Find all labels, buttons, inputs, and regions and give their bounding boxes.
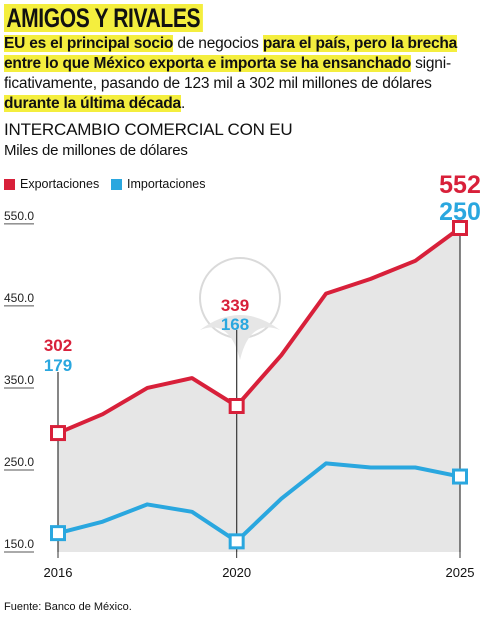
legend-swatch-exports <box>4 178 15 190</box>
imports-marker <box>50 525 66 542</box>
intro-text: signi-ficativamente, pasando de 123 mil … <box>4 55 451 92</box>
legend-label-exports: Exportaciones <box>20 177 100 191</box>
source-note: Fuente: Banco de México. <box>4 601 132 613</box>
callout-exports-value: 339 <box>221 296 249 315</box>
watermark-emblem <box>200 315 280 360</box>
x-tick-label: 2025 <box>446 565 475 580</box>
y-tick-label: 550.0 <box>4 209 34 223</box>
exports-marker <box>452 220 468 236</box>
legend-swatch-imports <box>111 178 122 190</box>
chart-subtitle: Miles de millones de dólares <box>4 142 188 159</box>
legend-label-imports: Importaciones <box>127 177 206 191</box>
callout-exports-value: 302 <box>44 336 72 355</box>
y-tick-label: 350.0 <box>4 373 34 387</box>
x-tick-label: 2016 <box>44 565 73 580</box>
exports-marker <box>228 397 245 414</box>
intro-text: de negocios <box>173 35 263 52</box>
exports-marker <box>50 425 66 442</box>
callout-imports-value: 250 <box>439 198 481 226</box>
y-tick-label: 250.0 <box>4 455 34 469</box>
intro-paragraph: EU es el principal socio de negocios par… <box>4 34 478 114</box>
intro-highlight: durante la última década <box>4 95 181 112</box>
imports-marker <box>228 533 245 550</box>
x-tick-label: 2020 <box>222 565 251 580</box>
imports-marker <box>452 468 468 485</box>
headline: AMIGOS Y RIVALES <box>4 4 203 32</box>
exports-line <box>57 226 462 435</box>
intro-text: . <box>180 95 186 112</box>
exports-area <box>58 228 460 552</box>
callout-exports-value: 552 <box>439 171 481 199</box>
legend-item-exports: Exportaciones <box>4 177 99 191</box>
callout-imports-value: 168 <box>221 315 249 334</box>
callout-imports-value: 179 <box>44 356 72 375</box>
legend-item-imports: Importaciones <box>111 177 206 191</box>
y-tick-label: 150.0 <box>4 537 34 551</box>
y-tick-label: 450.0 <box>4 291 34 305</box>
chart-title: INTERCAMBIO COMERCIAL CON EU <box>4 120 293 139</box>
intro-highlight: EU es el principal socio <box>4 35 174 52</box>
imports-line <box>57 461 461 544</box>
